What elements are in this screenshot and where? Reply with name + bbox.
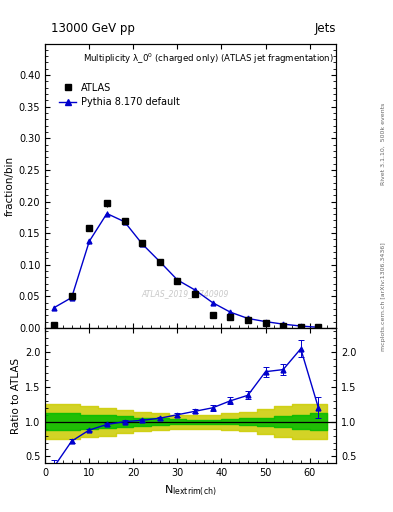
Text: ATLAS_2019_I1740909: ATLAS_2019_I1740909 [141,289,228,298]
Text: 13000 GeV pp: 13000 GeV pp [51,22,135,35]
Legend: ATLAS, Pythia 8.170 default: ATLAS, Pythia 8.170 default [59,82,180,108]
Y-axis label: fraction/bin: fraction/bin [5,156,15,216]
Text: mcplots.cern.ch [arXiv:1306.3436]: mcplots.cern.ch [arXiv:1306.3436] [381,243,386,351]
Y-axis label: Ratio to ATLAS: Ratio to ATLAS [11,357,21,434]
Text: Rivet 3.1.10,  500k events: Rivet 3.1.10, 500k events [381,102,386,184]
Text: Multiplicity $\lambda\_0^0$ (charged only) (ATLAS jet fragmentation): Multiplicity $\lambda\_0^0$ (charged onl… [83,52,334,67]
Text: Jets: Jets [314,22,336,35]
X-axis label: $N_{\mathrm{lextrim(ch)}}$: $N_{\mathrm{lextrim(ch)}}$ [164,484,217,498]
